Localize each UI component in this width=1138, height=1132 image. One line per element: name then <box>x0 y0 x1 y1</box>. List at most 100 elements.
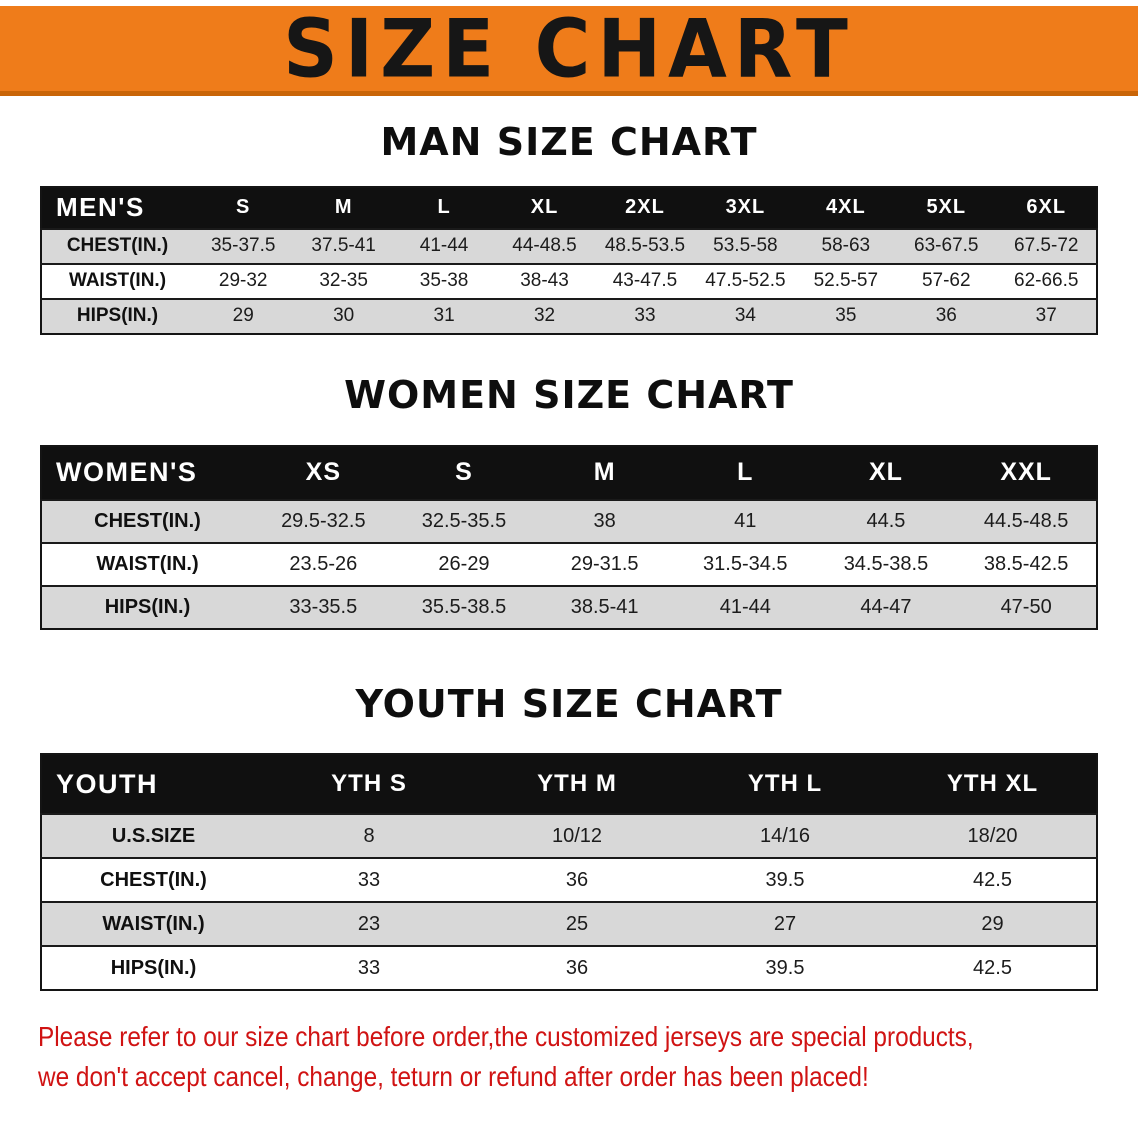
measurement-value: 38.5-42.5 <box>983 552 1069 575</box>
measurement-row: CHEST(IN.) 33 36 39.5 42.5 <box>41 858 1097 903</box>
youth-size-table: YOUTH YTH S YTH M YTH L YTH XL U.S.SIZE 8 10/12… <box>40 753 1098 992</box>
men-size-table: MEN'S S M L XL 2XL 3XL 4XL 5XL 6XL CHEST(IN.) 35-37… <box>40 185 1098 335</box>
size-column-header: YTH L <box>681 754 889 815</box>
measurement-row: WAIST(IN.) 23 25 27 29 <box>41 902 1097 947</box>
size-column-header: YTH S <box>265 754 473 815</box>
measurement-value: 34.5-38.5 <box>843 552 929 575</box>
measurement-value: 26-29 <box>438 552 490 575</box>
measurement-value: 39.5 <box>765 956 805 979</box>
youth-section-title: YOUTH SIZE CHART <box>355 681 783 726</box>
measurement-value: 36 <box>935 305 957 327</box>
measurement-value: 36 <box>565 868 589 891</box>
measurement-value: 8 <box>363 824 375 847</box>
measurement-value: 67.5-72 <box>1014 235 1079 257</box>
size-chart-banner-title: SIZE CHART <box>283 0 855 96</box>
size-column-header: 5XL <box>896 186 997 229</box>
measurement-value: 29 <box>232 305 254 327</box>
size-chart-banner: SIZE CHART <box>0 6 1138 96</box>
measurement-row: CHEST(IN.) 35-37.5 37.5-41 41-44 44-48.5 48.5… <box>41 228 1097 264</box>
measurement-label: WAIST(IN.) <box>96 552 199 575</box>
measurement-label: HIPS(IN.) <box>110 956 197 979</box>
measurement-value: 58-63 <box>821 235 871 257</box>
size-column-header: 6XL <box>996 186 1097 229</box>
measurement-value: 23 <box>357 912 381 935</box>
measurement-value: 33-35.5 <box>289 595 358 618</box>
measurement-label: HIPS(IN.) <box>104 595 191 618</box>
size-column-header: 4XL <box>795 186 897 229</box>
size-column-header: YTH M <box>473 754 681 815</box>
measurement-value: 48.5-53.5 <box>604 235 686 257</box>
men-section-title: MAN SIZE CHART <box>380 120 758 164</box>
measurement-value: 35-38 <box>419 270 469 292</box>
table-header-row: YOUTH YTH S YTH M YTH L YTH XL <box>41 754 1097 815</box>
size-column-header: XL <box>815 445 957 500</box>
measurement-value: 29.5-32.5 <box>281 509 366 532</box>
table-title-cell: YOUTH <box>41 754 265 815</box>
measurement-value: 27 <box>773 912 797 935</box>
measurement-value: 39.5 <box>765 868 805 891</box>
measurement-value: 57-62 <box>921 270 971 292</box>
measurement-value: 35 <box>835 305 857 327</box>
measurement-value: 33 <box>357 956 381 979</box>
size-column-header: S <box>193 186 294 229</box>
measurement-value: 44.5-48.5 <box>983 509 1069 532</box>
measurement-value: 38 <box>593 509 616 532</box>
measurement-value: 33 <box>357 868 381 891</box>
measurement-value: 62-66.5 <box>1014 270 1079 292</box>
measurement-value: 37.5-41 <box>311 235 376 257</box>
table-header-row: WOMEN'S XS S M L XL XXL <box>41 445 1097 500</box>
measurement-value: 29 <box>981 912 1004 935</box>
measurement-value: 18/20 <box>967 824 1018 847</box>
measurement-row: U.S.SIZE 8 10/12 14/16 18/20 <box>41 814 1097 859</box>
measurement-row: HIPS(IN.) 33-35.5 35.5-38.5 38.5-41 41-44 44-… <box>41 585 1097 629</box>
measurement-value: 47.5-52.5 <box>705 270 786 292</box>
size-column-header: XS <box>253 445 394 500</box>
size-column-header: L <box>393 186 495 229</box>
measurement-value: 38.5-41 <box>570 595 639 618</box>
measurement-value: 31 <box>433 305 455 327</box>
table-title-cell: MEN'S <box>41 186 193 229</box>
measurement-row: WAIST(IN.) 23.5-26 26-29 29-31.5 31.5-34.5 34… <box>41 542 1097 586</box>
disclaimer-line-2: we don't accept cancel, change, teturn o… <box>38 1061 869 1093</box>
measurement-value: 32-35 <box>319 270 368 292</box>
size-column-header: 2XL <box>594 186 696 229</box>
disclaimer: Please refer to our size chart before or… <box>38 1017 1100 1097</box>
size-column-header: L <box>674 445 816 500</box>
measurement-value: 43-47.5 <box>612 270 678 292</box>
measurement-value: 53.5-58 <box>713 235 778 257</box>
measurement-row: HIPS(IN.) 29 30 31 32 33 34 35 36 37 <box>41 298 1097 334</box>
measurement-value: 35.5-38.5 <box>421 595 507 618</box>
measurement-value: 29-32 <box>218 270 268 292</box>
measurement-value: 32 <box>533 305 556 327</box>
measurement-value: 41-44 <box>419 235 469 257</box>
measurement-label: U.S.SIZE <box>111 824 196 847</box>
measurement-row: CHEST(IN.) 29.5-32.5 32.5-35.5 38 41 44.5 44.5… <box>41 499 1097 543</box>
measurement-label: CHEST(IN.) <box>94 509 201 532</box>
measurement-value: 37 <box>1035 305 1057 327</box>
measurement-value: 52.5-57 <box>813 270 879 292</box>
measurement-row: WAIST(IN.) 29-32 32-35 35-38 38-43 43-47.5 47.… <box>41 263 1097 299</box>
women-size-table: WOMEN'S XS S M L XL XXL CHEST(IN.) 29.5-32.5 32.5… <box>40 444 1098 630</box>
size-column-header: M <box>534 445 675 500</box>
measurement-value: 36 <box>565 956 589 979</box>
measurement-value: 63-67.5 <box>914 235 979 257</box>
measurement-value: 47-50 <box>1000 595 1052 618</box>
measurement-value: 34 <box>734 305 756 327</box>
measurement-value: 41 <box>734 509 757 532</box>
measurement-value: 41-44 <box>719 595 771 618</box>
table-title-cell: WOMEN'S <box>41 445 253 500</box>
disclaimer-line-1: Please refer to our size chart before or… <box>38 1021 974 1053</box>
measurement-value: 31.5-34.5 <box>703 552 788 575</box>
size-column-header: XXL <box>956 445 1097 500</box>
measurement-label: CHEST(IN.) <box>100 868 207 891</box>
size-column-header: 3XL <box>695 186 796 229</box>
measurement-value: 14/16 <box>759 824 811 847</box>
size-column-header: XL <box>494 186 595 229</box>
measurement-value: 42.5 <box>973 956 1012 979</box>
measurement-value: 42.5 <box>973 868 1012 891</box>
measurement-label: WAIST(IN.) <box>102 912 205 935</box>
size-column-header: M <box>293 186 394 229</box>
measurement-value: 10/12 <box>551 824 603 847</box>
measurement-value: 44-48.5 <box>512 235 577 257</box>
